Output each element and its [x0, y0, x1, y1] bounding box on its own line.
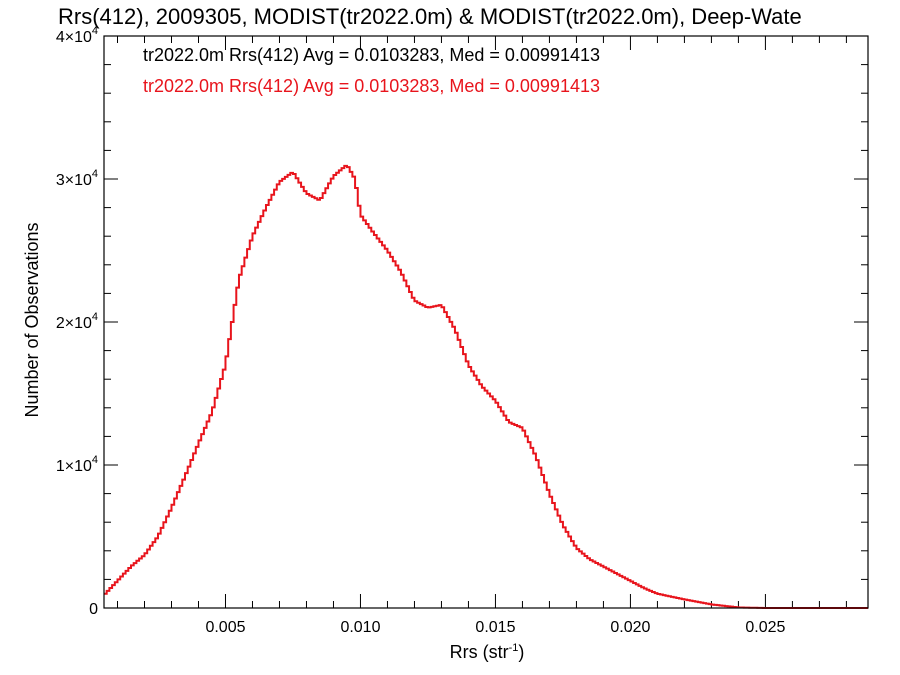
x-tick-label: 0.015: [475, 619, 515, 636]
x-tick-label: 0.010: [340, 619, 380, 636]
annotation-red: tr2022.0m Rrs(412) Avg = 0.0103283, Med …: [143, 76, 600, 96]
x-axis-label-main: Rrs (str: [450, 642, 509, 662]
x-tick-label: 0.025: [745, 619, 785, 636]
x-tick-label: 0.005: [205, 619, 245, 636]
series-group: [104, 164, 868, 609]
chart-title: Rrs(412), 2009305, MODIST(tr2022.0m) & M…: [58, 4, 802, 29]
y-tick-label: 4×104: [56, 25, 98, 46]
y-tick-label: 3×104: [56, 168, 98, 189]
x-axis-label-tail: ): [518, 642, 524, 662]
y-axis-label-group: Number of Observations: [22, 222, 42, 417]
y-tick-label: 1×104: [56, 454, 98, 475]
y-tick-label: 0: [89, 601, 98, 618]
x-axis-label-sup: -1: [509, 642, 519, 654]
x-tick-label: 0.020: [610, 619, 650, 636]
x-axis-label: Rrs (str-1): [450, 642, 525, 662]
y-axis-label: Number of Observations: [22, 222, 42, 417]
annotation-black: tr2022.0m Rrs(412) Avg = 0.0103283, Med …: [143, 45, 600, 65]
histogram-series-line: [104, 164, 868, 609]
plot-frame: [103, 35, 869, 609]
axis-tick-labels: 0.005 0.010 0.015 0.020 0.025 0 1×104 2×104 3×10…: [56, 25, 786, 636]
y-tick-label: 2×104: [56, 311, 98, 332]
